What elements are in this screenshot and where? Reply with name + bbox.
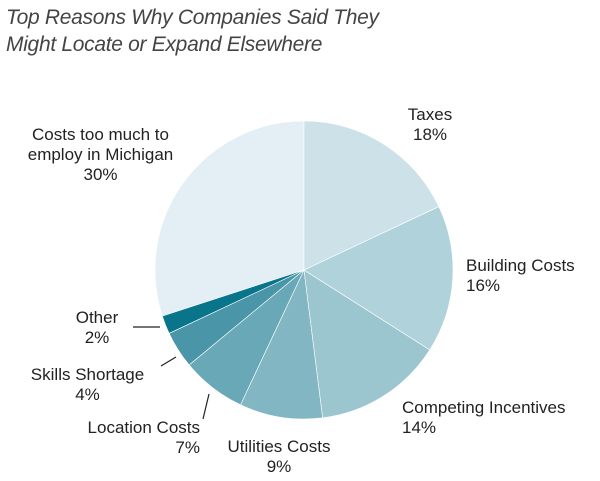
label-utilities-costs: Utilities Costs 9% xyxy=(227,437,331,476)
label-competing-incentives: Competing Incentives 14% xyxy=(402,398,566,437)
chart-title-line-2: Might Locate or Expand Elsewhere xyxy=(6,33,323,56)
leader-line-location xyxy=(202,393,210,420)
label-skills-shortage: Skills Shortage 4% xyxy=(30,365,145,404)
pie-slice-taxes xyxy=(303,120,440,271)
pie-slice-building-costs xyxy=(303,206,454,351)
label-other: Other 2% xyxy=(75,308,119,347)
label-building-costs: Building Costs 16% xyxy=(466,256,575,295)
label-taxes: Taxes 18% xyxy=(407,105,453,144)
label-costs-michigan: Costs too much to employ in Michigan 30% xyxy=(27,125,174,184)
leader-line-skills xyxy=(160,356,177,367)
label-location-costs: Location Costs 7% xyxy=(87,418,200,457)
pie-slice-costs-too-much-to-employ-in-michigan xyxy=(154,120,305,317)
pie-slice-competing-incentives xyxy=(303,269,431,419)
pie-slice-utilities-costs xyxy=(240,268,324,420)
chart-title-line-1: Top Reasons Why Companies Said They xyxy=(6,6,379,29)
